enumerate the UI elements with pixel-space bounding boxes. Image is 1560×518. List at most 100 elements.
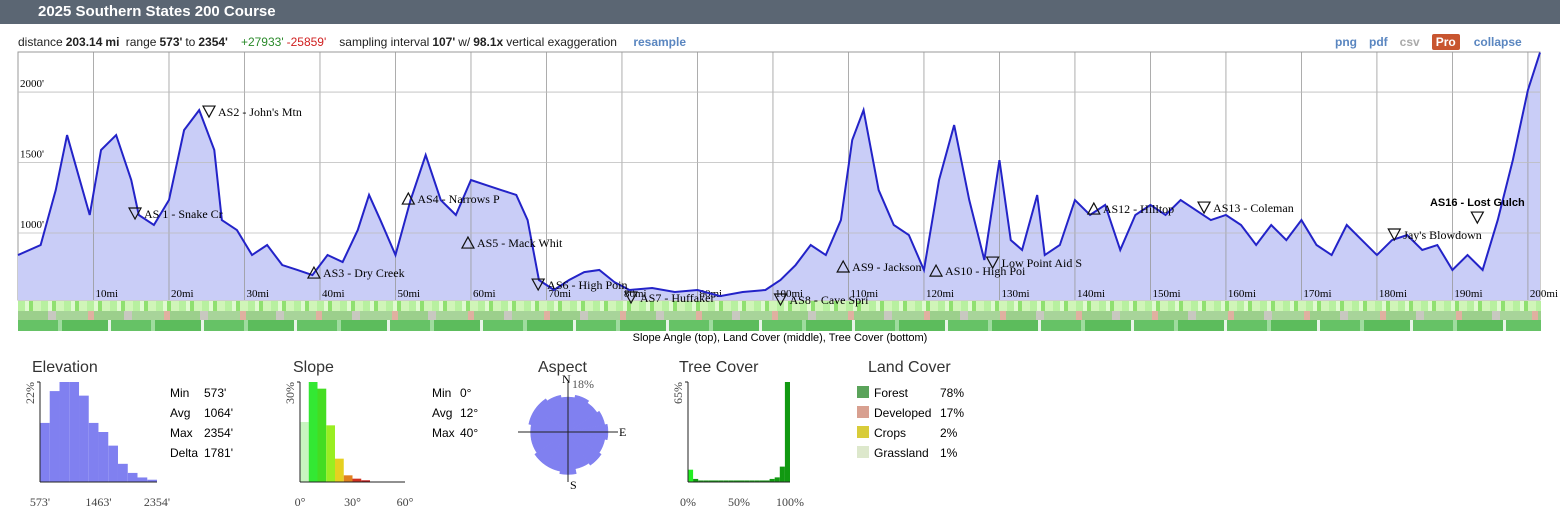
x-tick-label: 2354' [144, 495, 170, 509]
bar [361, 480, 370, 482]
bar [769, 478, 775, 482]
x-tick-label: 110mi [850, 288, 878, 300]
y-tick-label: 22% [23, 382, 37, 404]
stat-label: Max [432, 426, 455, 440]
direction-label: N [562, 372, 571, 386]
stat-label: Max [170, 426, 193, 440]
bar [108, 445, 118, 482]
bar [343, 475, 353, 482]
stat-label: Avg [432, 406, 452, 420]
aid-label: AS9 - Jackson [852, 260, 921, 274]
bar [40, 422, 50, 482]
legend-share: 1% [940, 446, 958, 460]
stat-value: 573' [204, 386, 226, 400]
tree-strip [18, 320, 1541, 331]
aid-label: AS5 - Mack Whit [477, 236, 563, 250]
summary: distance 203.14 mi range 573' to 2354' +27933… [18, 35, 689, 49]
aid-marker [929, 263, 944, 277]
bar [764, 480, 770, 482]
x-tick-label: 150mi [1152, 288, 1180, 300]
x-tick-label: 200mi [1530, 288, 1558, 300]
aspect-wedge [546, 394, 569, 433]
r-tick-label: 18% [572, 377, 594, 391]
x-tick-label: 170mi [1303, 288, 1331, 300]
bar [693, 478, 699, 482]
stat-value: 1064' [204, 406, 233, 420]
x-tick-label: 180mi [1379, 288, 1407, 300]
x-tick-label: 0° [295, 495, 306, 509]
csv-link[interactable]: csv [1399, 35, 1420, 49]
bar [49, 391, 60, 482]
panel-title: Slope [293, 359, 334, 376]
x-tick-label: 60° [397, 495, 414, 509]
stat-value: 40° [460, 426, 478, 440]
bar [744, 480, 750, 482]
x-tick-label: 573' [30, 495, 50, 509]
aid-label: AS10 - High Poi [945, 264, 1026, 278]
stat-value: 12° [460, 406, 478, 420]
legend-name: Grassland [874, 446, 929, 460]
value: 573' [159, 35, 183, 49]
bar [137, 477, 148, 482]
legend-share: 78% [940, 386, 964, 400]
aid-marker [531, 278, 546, 292]
pdf-link[interactable]: pdf [1369, 35, 1388, 49]
aid-marker [401, 191, 416, 205]
aid-marker [624, 291, 639, 305]
resample-link[interactable]: resample [633, 35, 687, 49]
stat-label: Min [170, 386, 189, 400]
aid-label: AS7 - Huffaker [640, 291, 714, 305]
bar [59, 382, 70, 482]
aid-label: AS3 - Dry Creek [323, 266, 405, 280]
x-tick-label: 60mi [473, 288, 496, 300]
aid-marker [985, 256, 1000, 270]
legend-swatch [857, 386, 869, 398]
direction-label: E [619, 425, 626, 439]
x-tick-label: 20mi [171, 288, 194, 300]
legend-swatch [857, 406, 869, 418]
aid-label: AS16 - Lost Gulch [1430, 197, 1525, 209]
aid-marker [773, 293, 788, 307]
bar [317, 388, 327, 482]
x-tick-label: 50mi [397, 288, 420, 300]
label: w/ [458, 35, 471, 49]
legend-name: Forest [874, 386, 909, 400]
aid-label: AS12 - Hilltop [1103, 202, 1174, 216]
x-tick-label: 120mi [926, 288, 954, 300]
bar [733, 480, 739, 482]
panel-title: Aspect [538, 359, 587, 376]
aid-marker [1197, 201, 1212, 215]
page-title: 2025 Southern States 200 Course [38, 3, 276, 20]
pro-badge[interactable]: Pro [1431, 34, 1460, 50]
aid-label: AS4 - Narrows P [417, 192, 500, 206]
stat-label: Avg [170, 406, 190, 420]
aid-label: Low Point Aid S [1002, 256, 1082, 270]
x-tick-label: 100mi [775, 288, 803, 300]
bar [759, 480, 765, 482]
bar [98, 432, 109, 482]
value: 2354' [198, 35, 228, 49]
aid-marker [201, 105, 217, 119]
value: 98.1x [473, 35, 504, 49]
x-tick-label: 30mi [246, 288, 269, 300]
direction-label: S [570, 478, 577, 492]
panel-title: Tree Cover [679, 359, 759, 376]
aspect-wedge [567, 394, 590, 433]
bar [69, 382, 80, 482]
unit: mi [105, 35, 120, 49]
x-tick-label: 0% [680, 495, 696, 509]
legend-swatch [857, 426, 869, 438]
aspect-wedge [534, 431, 569, 466]
png-link[interactable]: png [1335, 35, 1357, 49]
x-tick-label: 40mi [322, 288, 345, 300]
x-tick-label: 30° [344, 495, 361, 509]
x-tick-label: 130mi [1001, 288, 1029, 300]
bar [774, 477, 780, 482]
collapse-link[interactable]: collapse [1473, 35, 1522, 49]
bar [754, 480, 760, 482]
land-strip [18, 311, 1541, 320]
stat-label: Delta [170, 446, 198, 460]
bar [300, 422, 309, 482]
gain: +27933' [240, 35, 284, 49]
legend-share: 2% [940, 426, 958, 440]
